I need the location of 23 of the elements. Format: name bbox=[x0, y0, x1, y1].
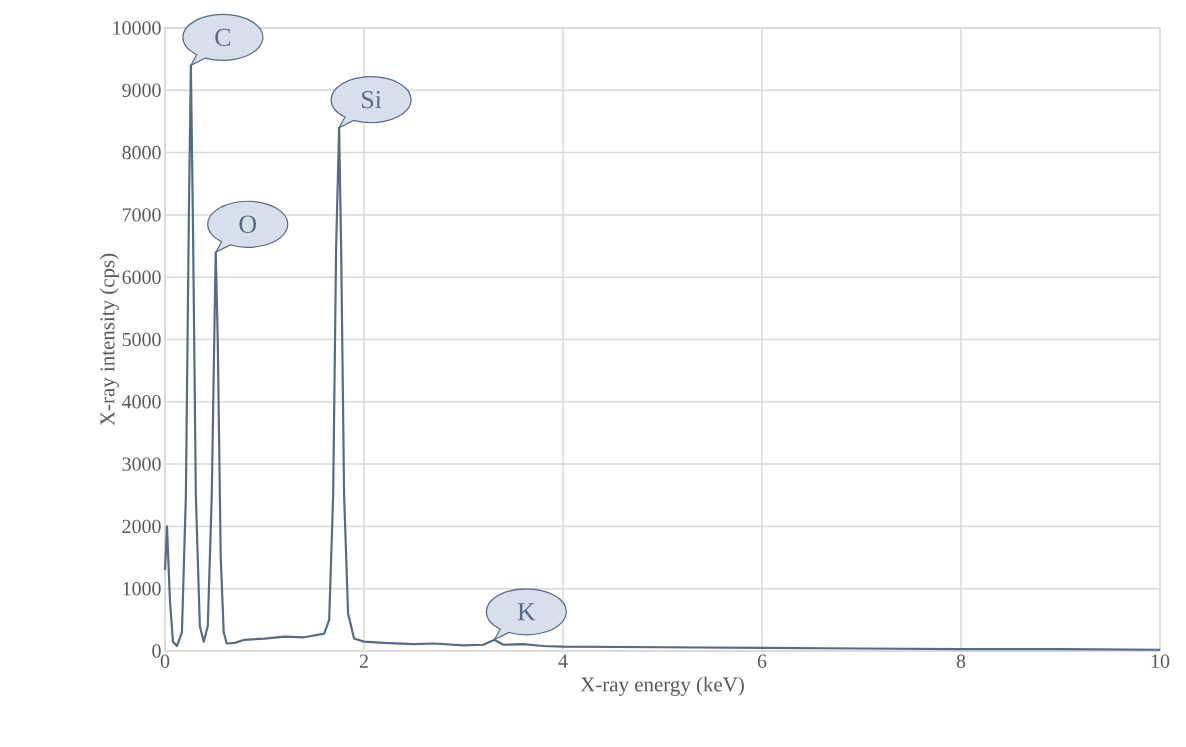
y-tick-label: 5000 bbox=[122, 332, 161, 347]
y-tick-label: 7000 bbox=[122, 208, 161, 222]
y-tick-label: 1000 bbox=[123, 581, 161, 596]
y-tick-label: 0 bbox=[152, 644, 161, 658]
annotation: K bbox=[517, 603, 536, 621]
x-tick-label: 2 bbox=[359, 654, 368, 668]
x-axis-title: X-ray energy (keV) bbox=[580, 676, 744, 696]
x-tick-label: 0 bbox=[160, 654, 170, 668]
annotation: C bbox=[215, 28, 231, 47]
x-tick-label: 8 bbox=[956, 654, 966, 668]
x-tick-label: 4 bbox=[558, 654, 568, 668]
y-tick-label: 4000 bbox=[122, 395, 161, 409]
y-axis-title: X-ray intensity (cps) bbox=[99, 253, 119, 426]
y-tick-label: 3000 bbox=[122, 457, 161, 471]
y-tick-label: 2000 bbox=[122, 519, 161, 534]
y-tick-label: 8000 bbox=[122, 145, 161, 160]
x-tick-label: 6 bbox=[757, 654, 767, 668]
annotation: O bbox=[239, 215, 257, 233]
x-tick-label: 10 bbox=[1151, 654, 1170, 668]
y-tick-label: 6000 bbox=[122, 270, 161, 284]
annotation: Si bbox=[362, 90, 382, 109]
y-tick-label: 9000 bbox=[122, 83, 161, 98]
y-tick-label: 10000 bbox=[113, 21, 161, 35]
